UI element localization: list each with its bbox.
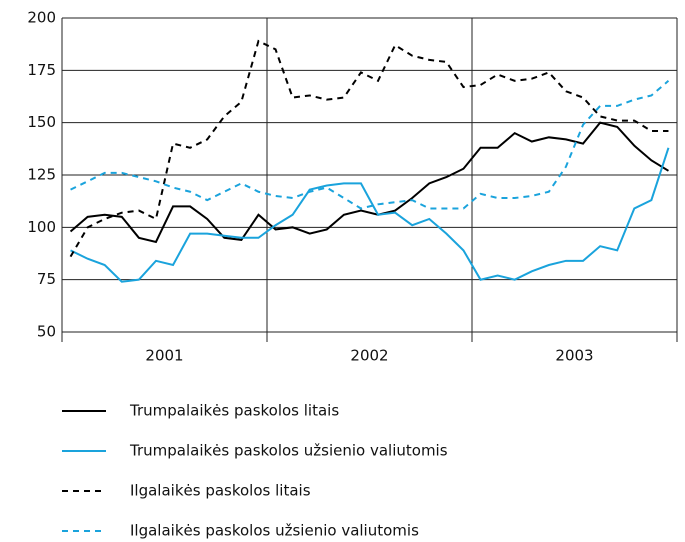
y-tick-label: 200 xyxy=(27,9,56,27)
series-line xyxy=(70,80,670,210)
y-tick-label: 75 xyxy=(37,270,56,288)
y-tick-label: 175 xyxy=(27,61,56,79)
legend-label: Trumpalaikės paskolos užsienio valiutomi… xyxy=(129,442,448,460)
x-tick-label: 2002 xyxy=(350,347,388,365)
y-tick-label: 100 xyxy=(27,218,56,236)
legend-label: Ilgalaikės paskolos užsienio valiutomis xyxy=(130,522,419,540)
y-tick-label: 50 xyxy=(37,323,56,341)
series-line xyxy=(69,39,669,258)
legend-label: Trumpalaikės paskolos litais xyxy=(129,402,339,420)
legend-label: Ilgalaikės paskolos litais xyxy=(130,482,311,500)
x-tick-label: 2001 xyxy=(145,347,183,365)
series-line xyxy=(70,147,670,283)
y-tick-label: 150 xyxy=(27,113,56,131)
x-tick-label: 2003 xyxy=(555,347,593,365)
series-line xyxy=(69,121,669,244)
y-tick-label: 125 xyxy=(27,166,56,184)
